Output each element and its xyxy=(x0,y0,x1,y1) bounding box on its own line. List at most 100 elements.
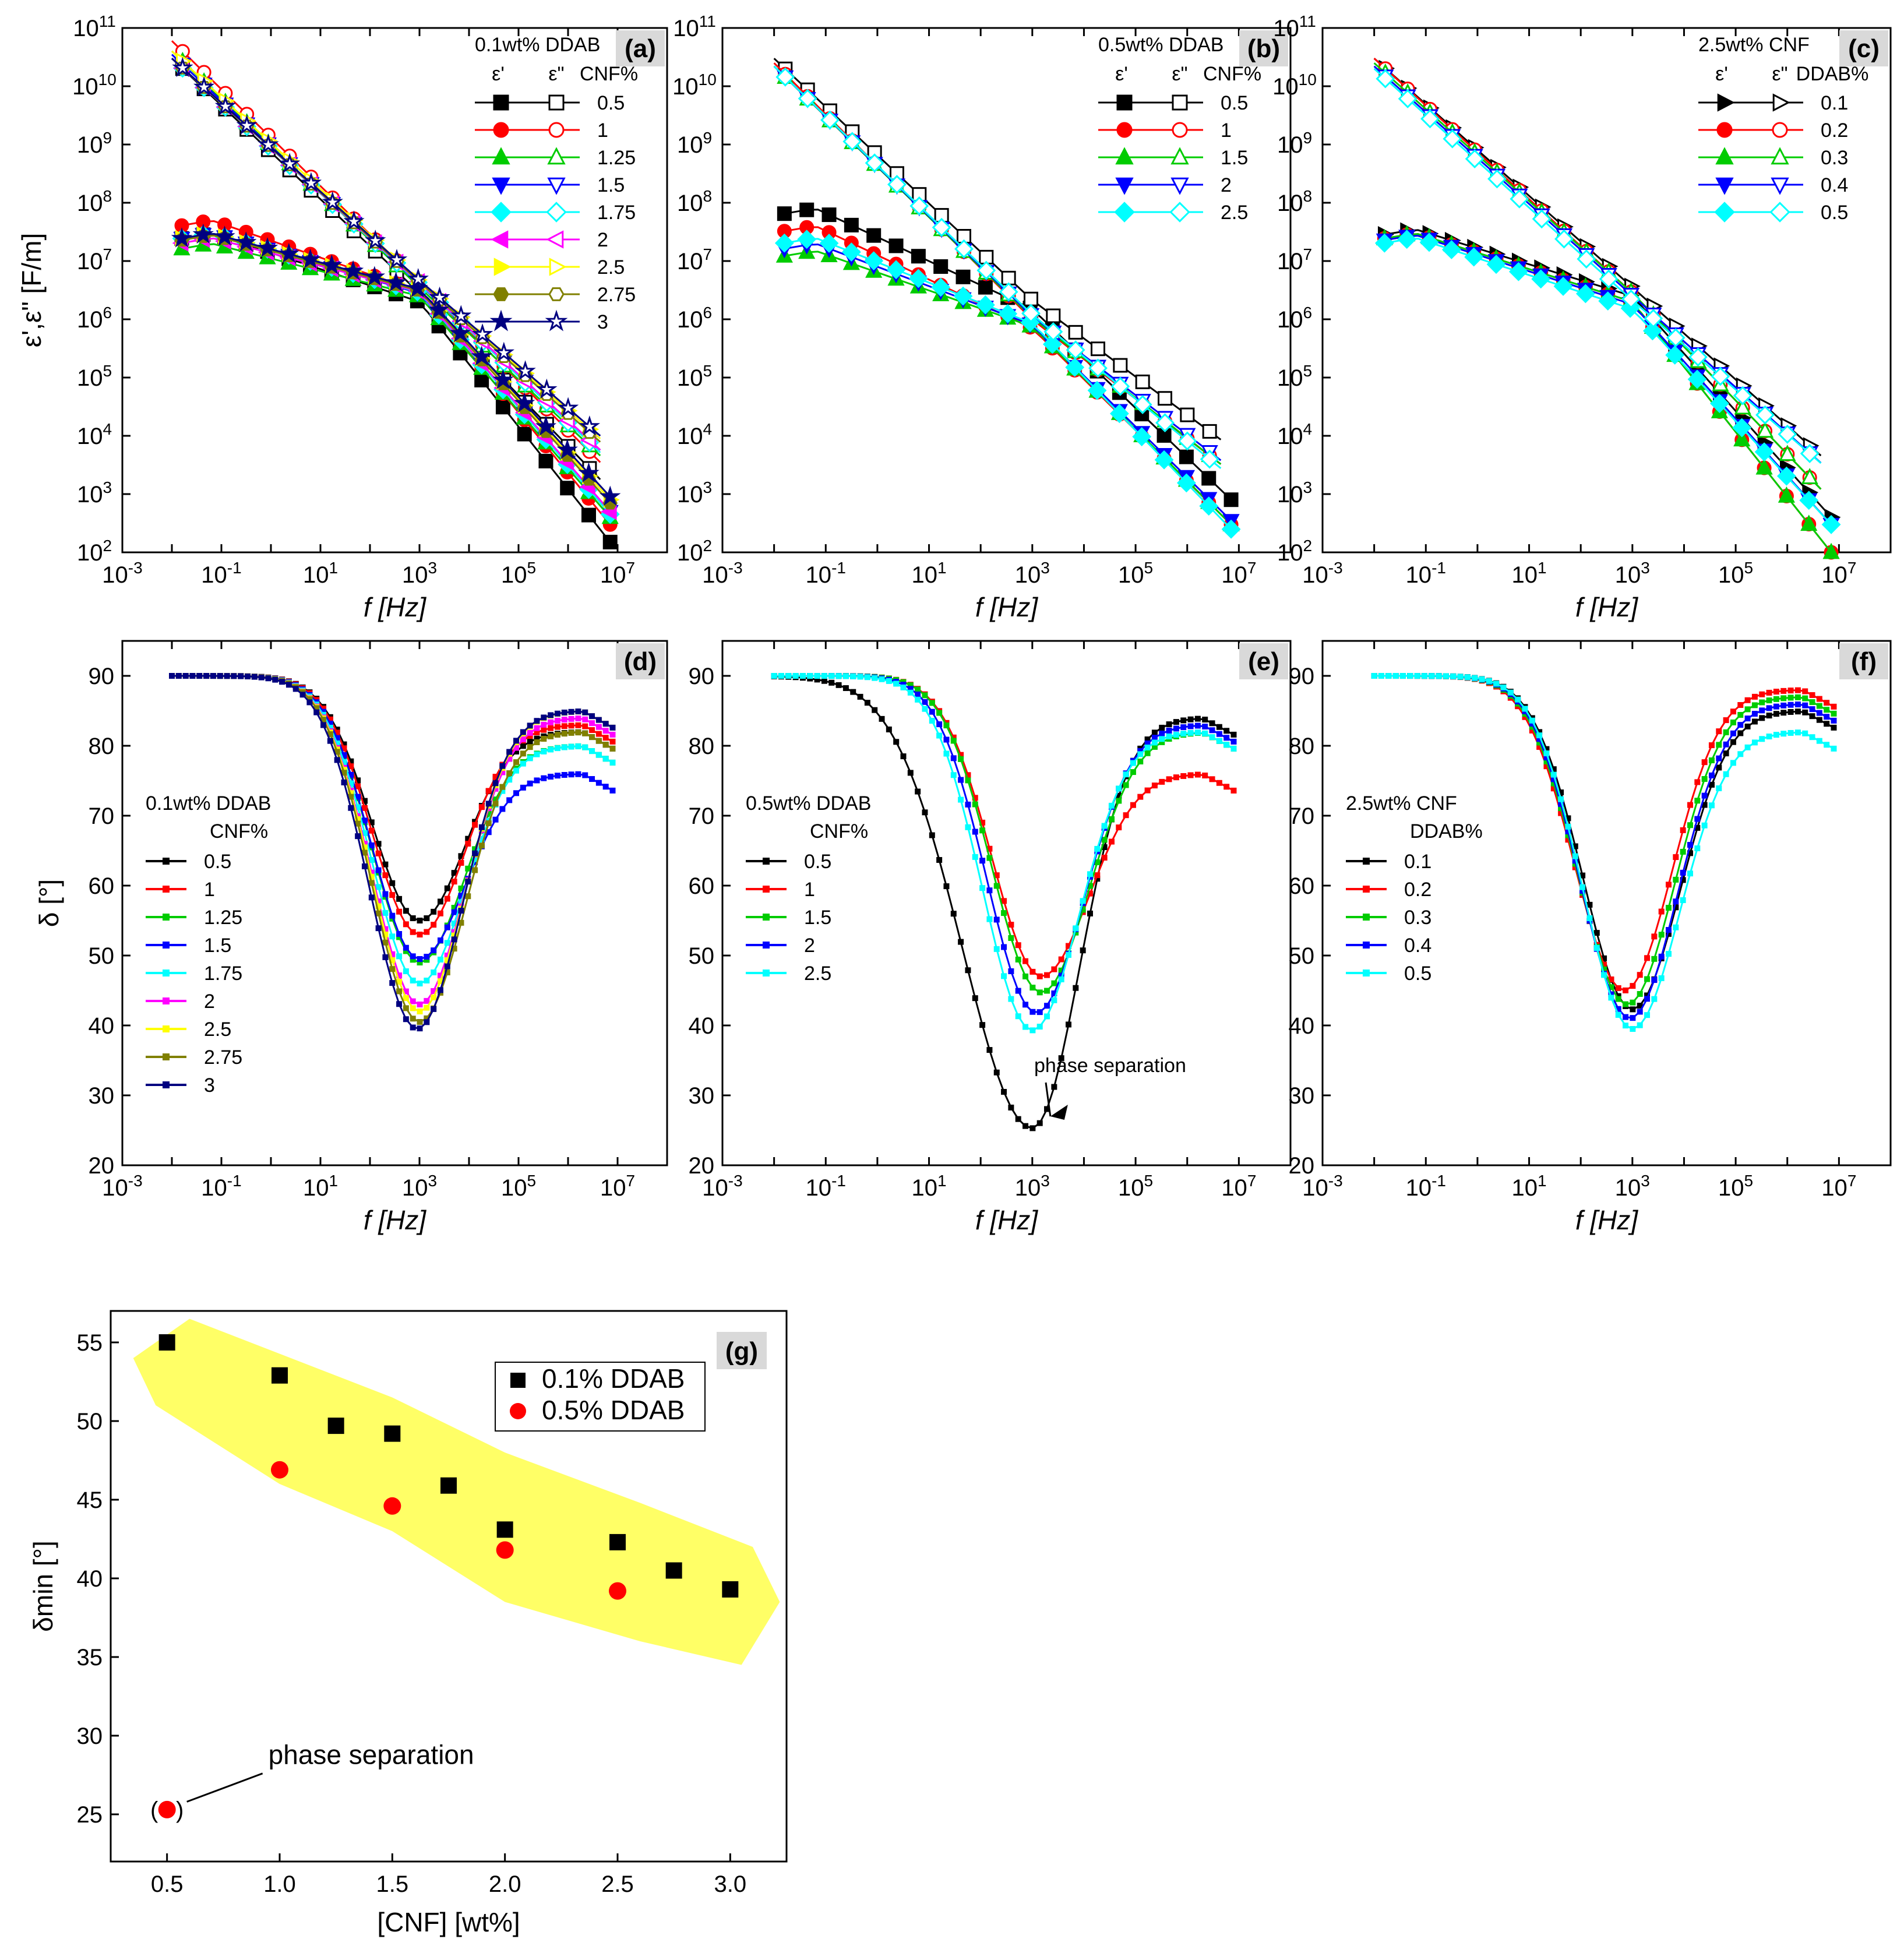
delta-marker xyxy=(986,916,993,922)
delta-marker xyxy=(327,738,333,744)
delta-marker xyxy=(1101,844,1108,851)
delta-marker xyxy=(1666,905,1672,911)
delta-marker xyxy=(807,673,813,679)
delta-marker xyxy=(857,674,863,680)
delta-marker xyxy=(1780,710,1787,716)
delta-marker xyxy=(1216,738,1222,744)
delta-marker xyxy=(1101,823,1108,829)
series-b-0.5 xyxy=(773,58,1239,507)
delta-marker xyxy=(431,988,437,995)
delta-marker xyxy=(950,755,957,762)
delta-marker xyxy=(554,710,560,717)
data-point xyxy=(327,1418,344,1434)
y-tick-label: 1011 xyxy=(673,12,716,41)
delta-marker xyxy=(900,684,907,690)
delta-marker xyxy=(771,673,777,679)
delta-marker xyxy=(417,980,423,986)
delta-marker xyxy=(472,819,478,825)
x-axis-label: [CNF] [wt%] xyxy=(377,1907,520,1937)
eps-double-marker xyxy=(214,95,237,116)
legend-marker xyxy=(1114,202,1135,223)
delta-marker xyxy=(396,908,403,915)
delta-marker xyxy=(424,929,430,935)
eps-prime-marker xyxy=(1531,269,1551,289)
delta-marker xyxy=(1831,724,1837,731)
delta-marker xyxy=(1824,742,1830,748)
delta-marker xyxy=(1543,758,1550,764)
delta-marker xyxy=(1116,824,1122,831)
delta-marker xyxy=(1008,922,1014,928)
eps-prime-marker xyxy=(841,242,861,262)
delta-marker xyxy=(458,907,464,914)
delta-marker xyxy=(492,796,499,803)
delta-marker xyxy=(1159,724,1165,731)
delta-marker xyxy=(506,756,513,762)
data-point xyxy=(609,1534,626,1550)
delta-marker xyxy=(375,841,382,847)
delta-marker xyxy=(561,717,567,723)
delta-marker xyxy=(1658,932,1665,938)
delta-marker xyxy=(444,952,450,958)
panel-a: 10-3 10-1 101 103 105 10710210310410510610710… xyxy=(16,12,668,622)
eps-double-marker xyxy=(1398,89,1418,108)
delta-marker xyxy=(943,736,950,743)
y-tick-label: 60 xyxy=(689,873,715,899)
delta-marker xyxy=(1744,706,1751,713)
delta-marker xyxy=(375,910,382,916)
delta-marker xyxy=(1130,802,1136,808)
y-tick-label: 107 xyxy=(1277,245,1312,274)
delta-marker xyxy=(1080,898,1086,904)
delta-marker xyxy=(175,673,182,679)
legend-marker xyxy=(510,1373,526,1388)
series-f-0.5 xyxy=(1371,673,1837,1032)
data-point xyxy=(440,1477,457,1494)
delta-marker xyxy=(458,885,464,891)
panel-c: 10-3 10-1 101 103 105 107 102 103 104 105 106 107 10… xyxy=(1272,12,1892,622)
y-tick-label: 1010 xyxy=(1272,70,1317,100)
delta-marker xyxy=(1187,716,1194,722)
delta-marker xyxy=(986,887,993,894)
delta-marker xyxy=(265,675,272,682)
delta-marker xyxy=(396,972,403,979)
delta-marker xyxy=(965,967,971,974)
delta-marker xyxy=(589,727,595,734)
delta-marker xyxy=(1066,951,1072,958)
delta-marker xyxy=(534,725,540,731)
delta-marker xyxy=(828,679,835,686)
delta-marker xyxy=(1022,973,1029,979)
y-tick-label: 105 xyxy=(1277,362,1312,391)
delta-marker xyxy=(513,790,520,796)
legend-entry: 1.75 xyxy=(204,963,242,985)
eps-double-marker xyxy=(1090,341,1105,357)
delta-marker xyxy=(1022,1024,1029,1030)
delta-marker xyxy=(527,722,533,729)
delta-marker xyxy=(320,708,327,715)
delta-marker xyxy=(1001,898,1007,904)
delta-marker xyxy=(1522,714,1528,720)
delta-marker xyxy=(1116,798,1122,804)
delta-marker xyxy=(1073,985,1079,991)
delta-marker xyxy=(444,963,450,970)
delta-marker xyxy=(417,1008,423,1014)
plot-frame-g xyxy=(110,1310,788,1863)
delta-marker xyxy=(929,832,935,838)
delta-marker xyxy=(1658,975,1665,981)
delta-marker xyxy=(1202,724,1208,730)
delta-marker xyxy=(1687,870,1693,877)
delta-marker xyxy=(1673,854,1679,861)
delta-marker xyxy=(936,732,943,739)
delta-marker xyxy=(458,859,464,866)
delta-marker xyxy=(1794,708,1801,715)
y-tick-label: 1010 xyxy=(72,70,117,100)
legend-marker xyxy=(1363,970,1370,976)
delta-marker xyxy=(582,730,588,736)
delta-marker xyxy=(451,905,457,911)
eps-prime-marker xyxy=(1687,369,1707,389)
delta-marker xyxy=(361,863,368,869)
x-tick-label: 10-3 xyxy=(102,559,142,588)
delta-marker xyxy=(472,859,478,865)
delta-marker xyxy=(444,896,450,902)
eps-double-marker xyxy=(999,282,1018,302)
delta-marker xyxy=(965,801,971,808)
delta-marker xyxy=(1701,759,1708,766)
